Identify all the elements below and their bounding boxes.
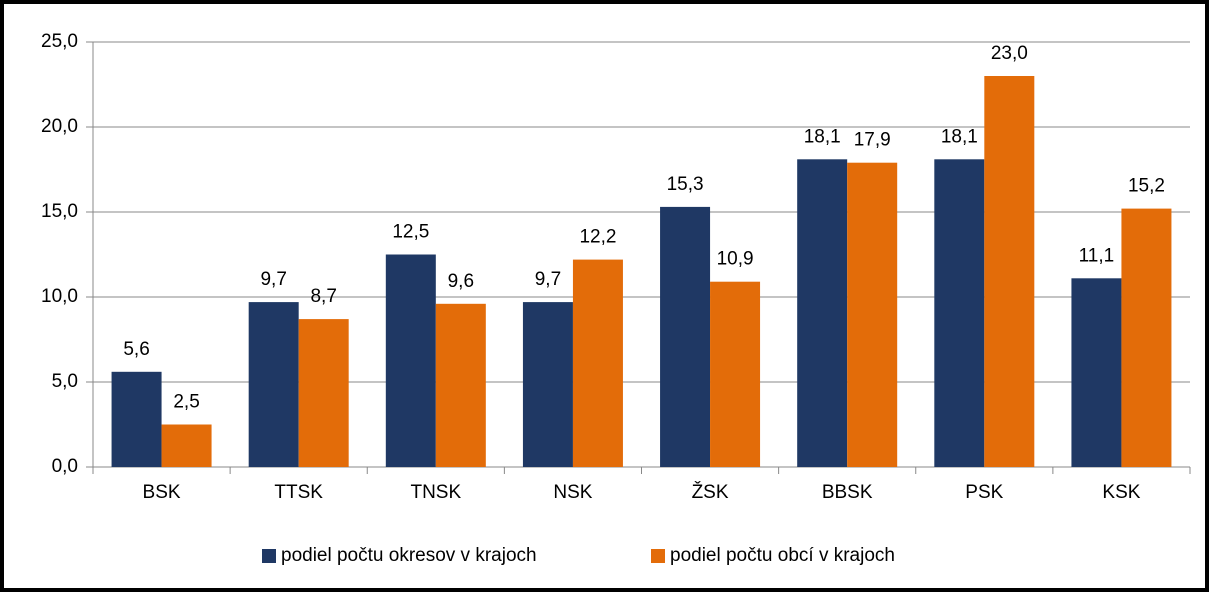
x-tick-label: BBSK <box>822 482 873 503</box>
data-label: 11,1 <box>1079 245 1115 266</box>
y-tick-label: 25,0 <box>41 31 78 52</box>
data-label: 10,9 <box>717 249 754 270</box>
bar <box>847 162 898 467</box>
y-tick-label: 0,0 <box>52 456 78 477</box>
data-label: 12,5 <box>392 222 429 243</box>
data-label: 9,7 <box>535 269 561 290</box>
data-label: 17,9 <box>854 130 891 151</box>
x-tick-label: BSK <box>143 482 181 503</box>
x-tick-label: PSK <box>965 482 1003 503</box>
bar <box>111 371 162 467</box>
bar <box>797 159 848 468</box>
x-tick-label: NSK <box>553 482 592 503</box>
bar <box>710 281 761 467</box>
data-label: 15,3 <box>667 174 704 195</box>
bar <box>435 303 486 467</box>
y-tick-label: 20,0 <box>41 116 78 137</box>
data-label: 18,1 <box>804 126 841 147</box>
data-label: 9,6 <box>448 271 474 292</box>
bar <box>248 302 299 467</box>
data-label: 2,5 <box>173 392 199 413</box>
bar <box>984 76 1035 467</box>
legend-label: podiel počtu obcí v krajoch <box>670 545 895 566</box>
data-label: 9,7 <box>260 269 286 290</box>
x-tick-label: TTSK <box>274 482 323 503</box>
legend-swatch <box>651 549 665 563</box>
y-tick-label: 10,0 <box>41 286 78 307</box>
bar <box>1071 278 1122 467</box>
bar <box>572 259 623 467</box>
bar <box>522 302 573 467</box>
x-tick-label: TNSK <box>410 482 461 503</box>
data-label: 12,2 <box>579 227 616 248</box>
x-tick-label: KSK <box>1102 482 1140 503</box>
bar <box>161 424 212 467</box>
bar <box>1121 208 1172 467</box>
legend-label: podiel počtu okresov v krajoch <box>281 545 537 566</box>
legend-swatch <box>262 549 276 563</box>
bar <box>934 159 985 468</box>
bar <box>660 206 711 467</box>
y-tick-label: 5,0 <box>52 371 78 392</box>
data-label: 8,7 <box>310 286 336 307</box>
data-label: 18,1 <box>941 126 978 147</box>
data-label: 23,0 <box>991 43 1028 64</box>
y-tick-label: 15,0 <box>41 201 78 222</box>
x-tick-label: ŽSK <box>692 481 729 503</box>
bar <box>298 319 349 467</box>
data-label: 15,2 <box>1128 176 1165 197</box>
bar <box>385 254 436 467</box>
data-label: 5,6 <box>123 339 149 360</box>
